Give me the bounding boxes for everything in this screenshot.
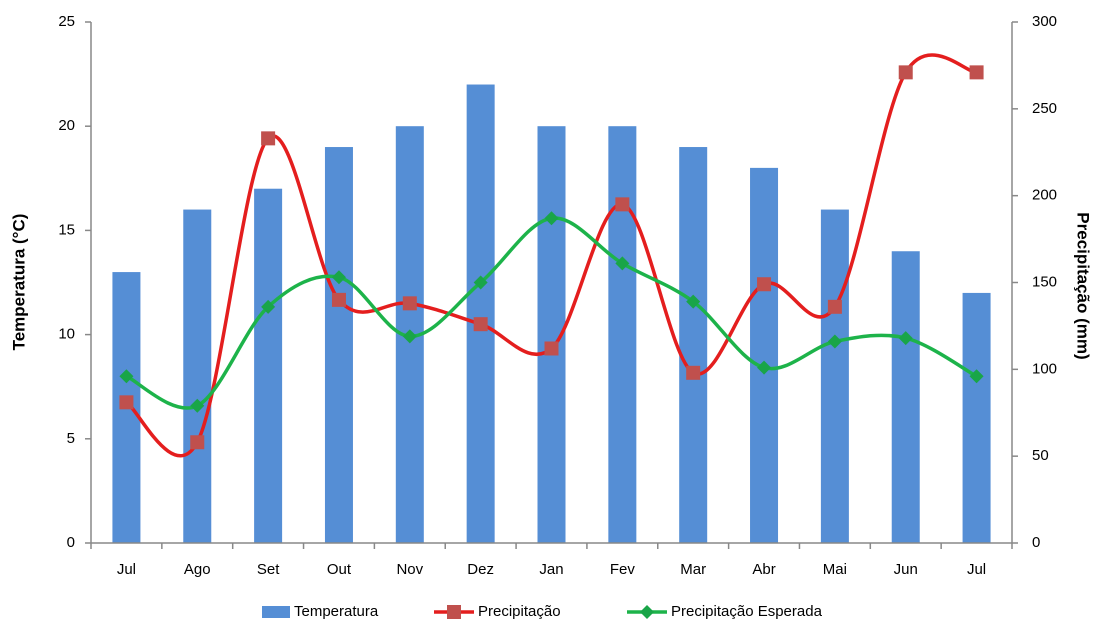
y-tick-label: 25 <box>58 13 75 30</box>
bar <box>254 188 283 543</box>
marker <box>757 277 772 292</box>
legend-label: Precipitação Esperada <box>671 603 823 620</box>
marker <box>827 334 842 349</box>
marker <box>969 65 984 80</box>
bar <box>891 251 920 544</box>
bar <box>820 209 849 543</box>
marker <box>402 296 417 311</box>
marker <box>544 211 559 226</box>
bar <box>962 292 991 543</box>
bar <box>324 147 353 544</box>
y-tick-label: 20 <box>58 117 75 134</box>
y2-tick-label: 0 <box>1032 534 1040 551</box>
marker <box>402 329 417 344</box>
marker <box>757 360 772 375</box>
x-tick-label: Out <box>327 561 352 578</box>
marker <box>261 131 276 146</box>
y-tick-label: 0 <box>67 534 75 551</box>
marker <box>331 292 346 307</box>
marker <box>190 398 205 413</box>
marker <box>969 369 984 384</box>
y-axis-title: Temperatura (°C) <box>9 214 28 351</box>
bar <box>183 209 212 543</box>
x-tick-label: Abr <box>752 561 775 578</box>
marker <box>119 395 134 410</box>
marker <box>686 294 701 309</box>
x-tick-label: Dez <box>467 561 494 578</box>
marker <box>190 435 205 450</box>
y2-tick-label: 150 <box>1032 273 1057 290</box>
legend-marker <box>447 605 461 619</box>
marker <box>331 270 346 285</box>
marker <box>473 317 488 332</box>
x-tick-label: Set <box>257 561 280 578</box>
bar <box>608 126 637 543</box>
marker <box>898 331 913 346</box>
x-tick-label: Jul <box>967 561 986 578</box>
marker <box>686 365 701 380</box>
legend-swatch <box>262 606 290 618</box>
legend-label: Precipitação <box>478 603 561 620</box>
x-tick-label: Jul <box>117 561 136 578</box>
y2-axis-title: Precipitação (mm) <box>1074 212 1093 359</box>
legend-marker <box>640 605 654 619</box>
x-tick-label: Mar <box>680 561 706 578</box>
x-tick-label: Jun <box>894 561 918 578</box>
y2-tick-label: 100 <box>1032 360 1057 377</box>
x-tick-label: Ago <box>184 561 211 578</box>
y-tick-label: 15 <box>58 221 75 238</box>
y2-tick-label: 300 <box>1032 13 1057 30</box>
marker <box>615 256 630 271</box>
marker <box>473 275 488 290</box>
x-tick-label: Jan <box>539 561 563 578</box>
marker <box>615 197 630 212</box>
legend-label: Temperatura <box>294 603 379 620</box>
marker <box>119 369 134 384</box>
marker <box>544 341 559 356</box>
marker <box>898 65 913 80</box>
bar <box>466 84 495 544</box>
marker <box>827 299 842 314</box>
y2-tick-label: 250 <box>1032 100 1057 117</box>
x-tick-label: Nov <box>396 561 423 578</box>
marker <box>261 299 276 314</box>
y2-tick-label: 50 <box>1032 447 1049 464</box>
bar <box>750 167 779 543</box>
bar <box>679 147 708 544</box>
y-tick-label: 5 <box>67 430 75 447</box>
x-tick-label: Mai <box>823 561 847 578</box>
x-tick-label: Fev <box>610 561 636 578</box>
y2-tick-label: 200 <box>1032 187 1057 204</box>
y-tick-label: 10 <box>58 326 75 343</box>
